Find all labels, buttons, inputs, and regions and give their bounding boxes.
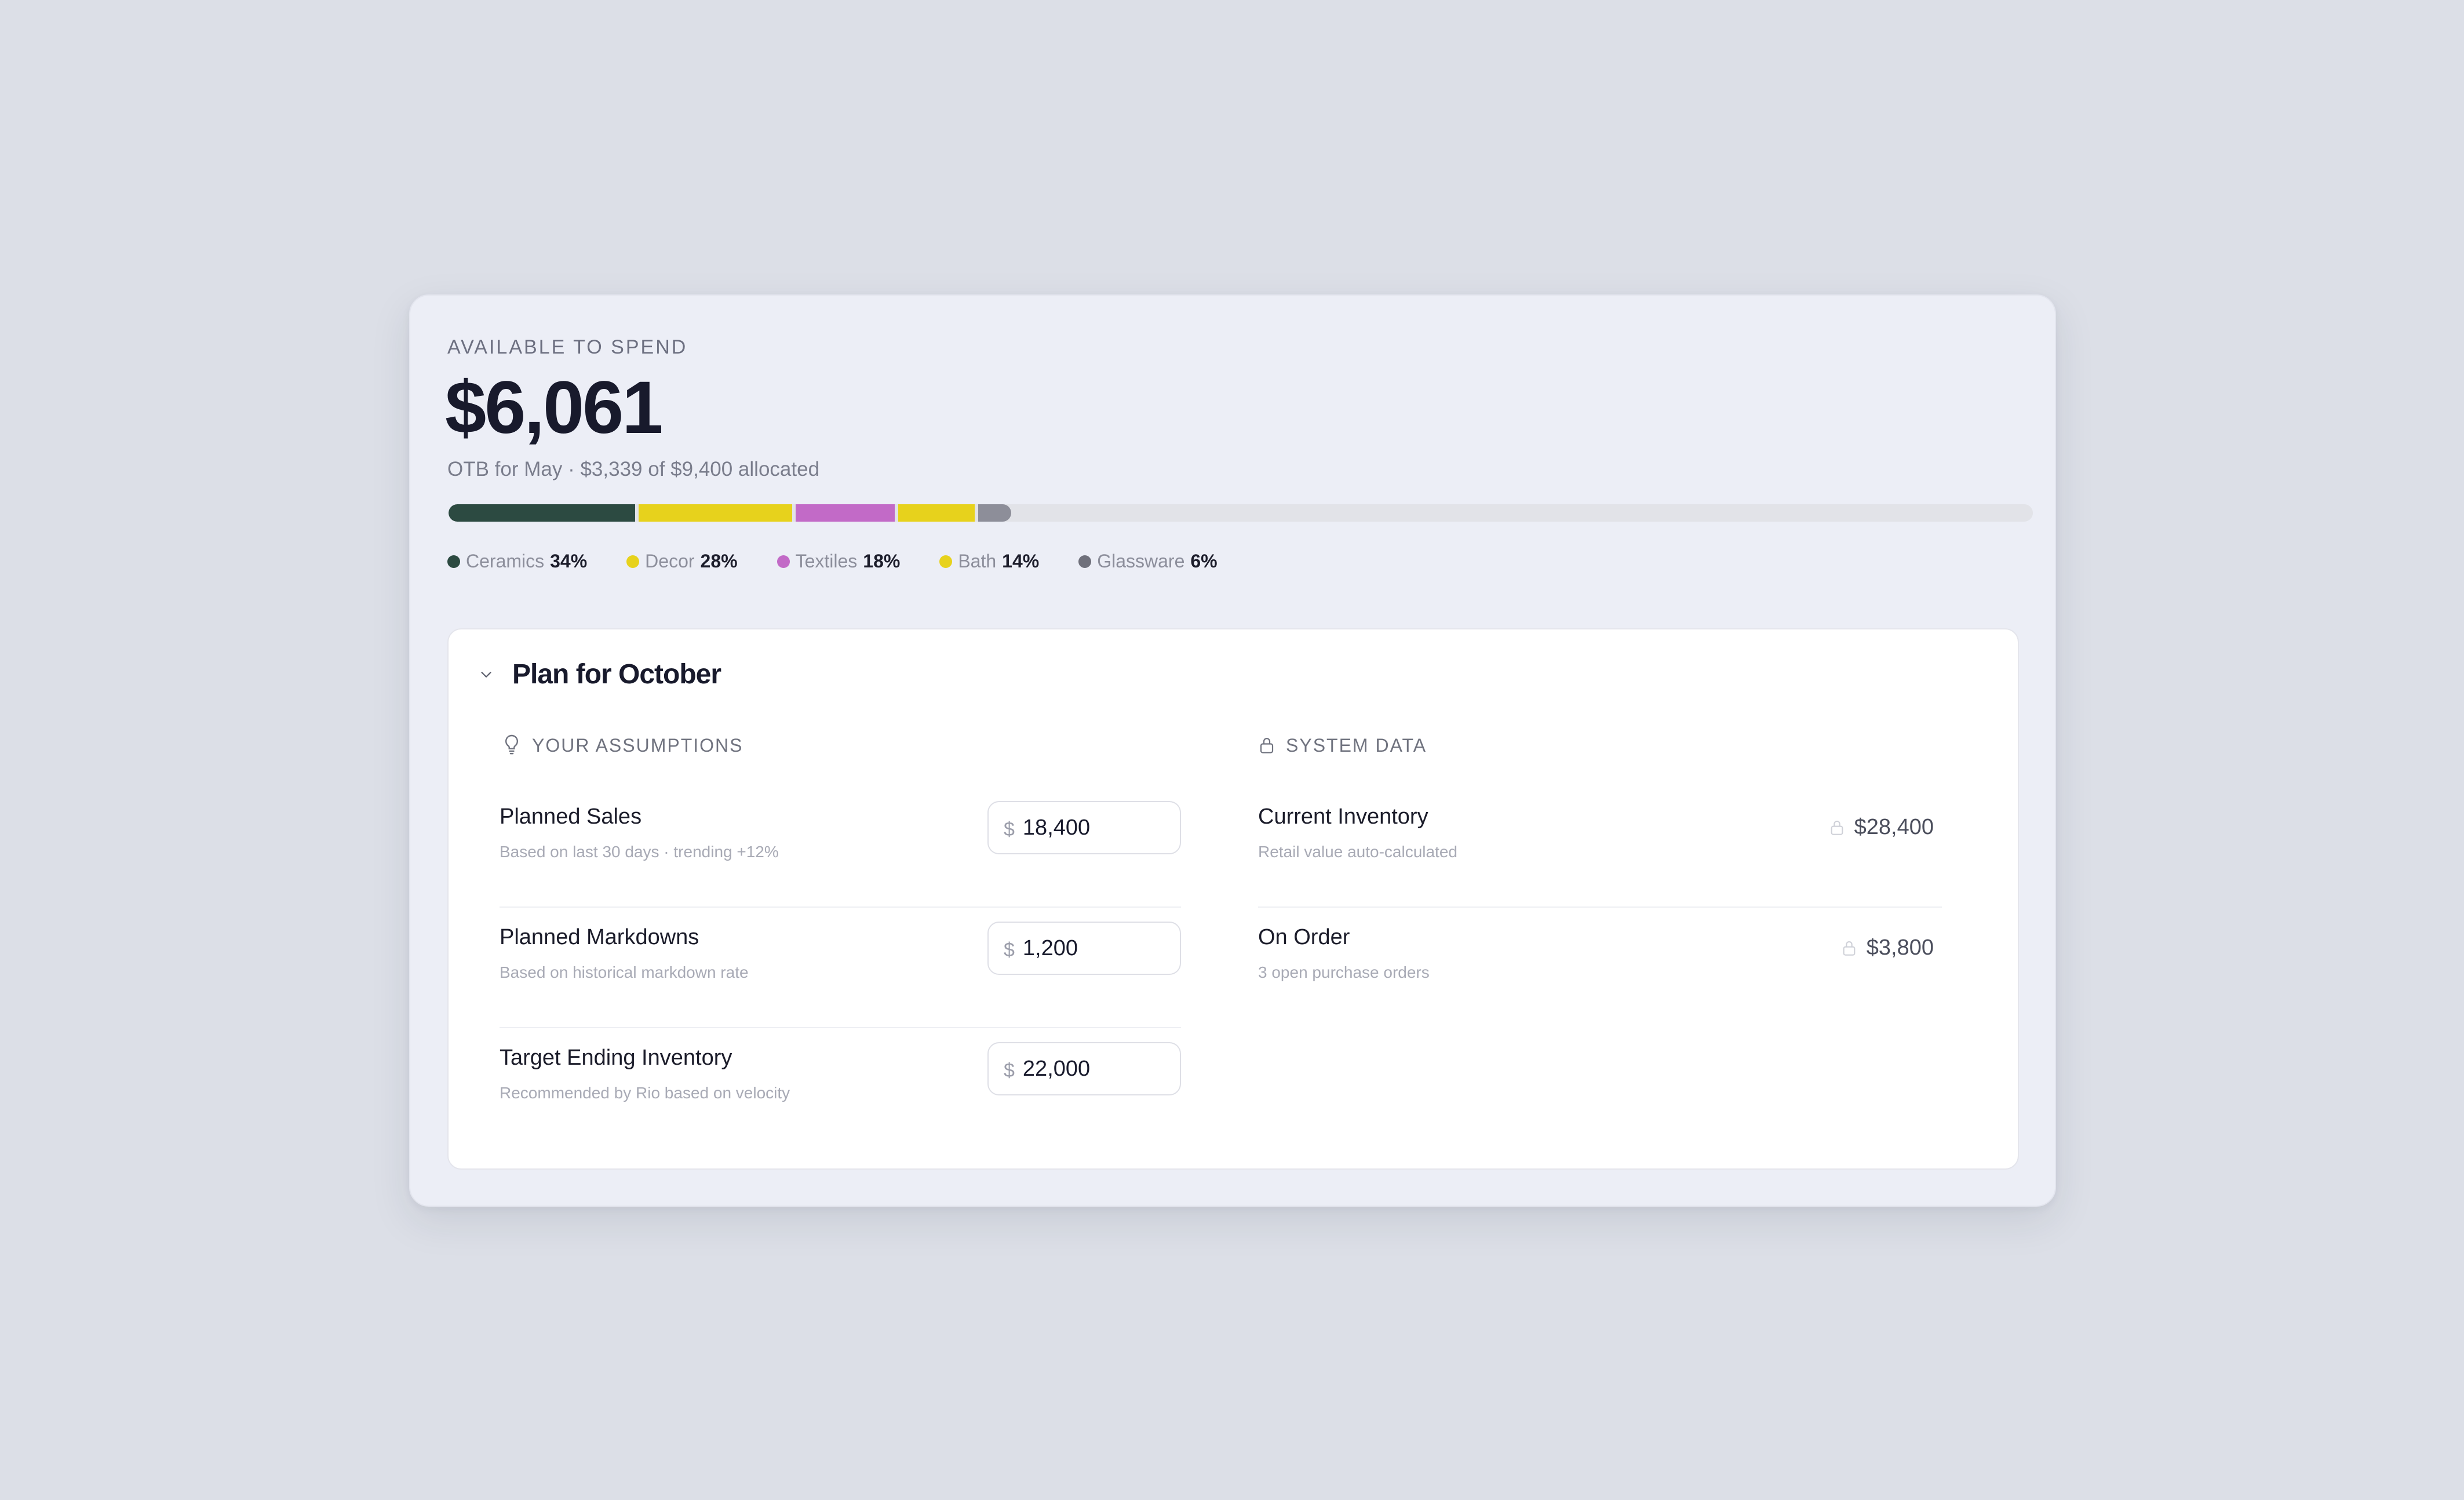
row-label: Current Inventory xyxy=(1258,804,1428,829)
currency-prefix: $ xyxy=(1004,1059,1015,1082)
legend-dot xyxy=(447,555,460,568)
legend-label: Ceramics xyxy=(466,551,545,571)
target-ending-inventory-input[interactable] xyxy=(1022,1056,1156,1082)
legend-label: Glassware xyxy=(1097,551,1185,571)
system-row-current-inventory: Current Inventory Retail value auto-calc… xyxy=(1258,787,1942,908)
legend-percent: 18% xyxy=(863,551,901,571)
allocation-segment-decor xyxy=(639,504,793,522)
current-inventory-value: $28,400 xyxy=(1829,815,1934,840)
plan-title: Plan for October xyxy=(512,659,721,690)
row-hint: Based on historical markdown rate xyxy=(500,963,749,981)
row-label: Target Ending Inventory xyxy=(500,1046,732,1070)
system-data-heading-label: SYSTEM DATA xyxy=(1286,734,1427,756)
legend-item-textiles: Textiles 18% xyxy=(777,551,901,572)
row-hint: Retail value auto-calculated xyxy=(1258,843,1457,861)
legend-item-bath: Bath 14% xyxy=(939,551,1039,572)
planned-markdowns-input[interactable] xyxy=(1022,935,1156,961)
lightbulb-icon xyxy=(505,734,519,755)
plan-header[interactable]: Plan for October xyxy=(478,658,721,690)
system-data-heading: SYSTEM DATA xyxy=(1258,734,1942,757)
row-hint: Based on last 30 days · trending +12% xyxy=(500,843,779,861)
allocation-segment-ceramics xyxy=(449,504,636,522)
system-data-column: SYSTEM DATA Current Inventory Retail val… xyxy=(1258,734,1942,1028)
legend-dot xyxy=(1078,555,1092,568)
row-hint: 3 open purchase orders xyxy=(1258,963,1430,981)
locked-value-text: $28,400 xyxy=(1854,815,1934,839)
legend-percent: 28% xyxy=(700,551,738,571)
allocation-segment-textiles xyxy=(796,504,895,522)
chevron-down-icon[interactable] xyxy=(478,666,495,683)
assumptions-heading: YOUR ASSUMPTIONS xyxy=(500,734,1181,757)
allocation-bar xyxy=(449,504,2033,522)
legend-dot xyxy=(626,555,640,568)
legend-dot xyxy=(939,555,953,568)
assumption-row-planned-markdowns: Planned Markdowns Based on historical ma… xyxy=(500,908,1181,1028)
planned-markdowns-field[interactable]: $ xyxy=(987,922,1181,975)
available-to-spend-label: AVAILABLE TO SPEND xyxy=(447,336,688,358)
available-amount: $6,061 xyxy=(445,366,663,449)
otb-card: AVAILABLE TO SPEND $6,061 OTB for May · … xyxy=(409,294,2056,1207)
row-hint: Recommended by Rio based on velocity xyxy=(500,1084,790,1102)
allocation-segment-glassware xyxy=(978,504,1012,522)
row-label: Planned Sales xyxy=(500,804,642,829)
currency-prefix: $ xyxy=(1004,938,1015,961)
on-order-value: $3,800 xyxy=(1841,935,1934,960)
system-row-on-order: On Order 3 open purchase orders $3,800 xyxy=(1258,908,1942,1028)
legend-percent: 6% xyxy=(1190,551,1218,571)
legend-label: Decor xyxy=(645,551,695,571)
legend-dot xyxy=(777,555,790,568)
currency-prefix: $ xyxy=(1004,818,1015,840)
legend-item-ceramics: Ceramics 34% xyxy=(447,551,587,572)
allocation-summary: OTB for May · $3,339 of $9,400 allocated xyxy=(447,458,820,480)
legend-percent: 34% xyxy=(550,551,588,571)
lock-icon xyxy=(1843,941,1856,956)
assumption-row-target-ending-inventory: Target Ending Inventory Recommended by R… xyxy=(500,1028,1181,1149)
row-label: Planned Markdowns xyxy=(500,925,699,949)
lock-icon xyxy=(1260,738,1274,753)
lock-icon xyxy=(1831,820,1843,835)
allocation-segment-bath xyxy=(898,504,975,522)
locked-value-text: $3,800 xyxy=(1866,935,1934,960)
planned-sales-field[interactable]: $ xyxy=(987,801,1181,854)
assumption-row-planned-sales: Planned Sales Based on last 30 days · tr… xyxy=(500,787,1181,908)
legend-item-decor: Decor 28% xyxy=(626,551,738,572)
legend-percent: 14% xyxy=(1002,551,1040,571)
allocation-legend: Ceramics 34% Decor 28% Textiles 18% Bath 14% Gla… xyxy=(447,551,1218,572)
legend-item-glassware: Glassware 6% xyxy=(1078,551,1218,572)
legend-label: Bath xyxy=(958,551,997,571)
assumptions-column: YOUR ASSUMPTIONS Planned Sales Based on … xyxy=(500,734,1181,1149)
assumptions-heading-label: YOUR ASSUMPTIONS xyxy=(532,734,743,756)
target-ending-inventory-field[interactable]: $ xyxy=(987,1042,1181,1095)
planned-sales-input[interactable] xyxy=(1022,815,1156,840)
row-label: On Order xyxy=(1258,925,1350,949)
plan-panel: Plan for October YOUR ASSUMPTIONS Planne… xyxy=(447,628,2019,1170)
legend-label: Textiles xyxy=(795,551,858,571)
